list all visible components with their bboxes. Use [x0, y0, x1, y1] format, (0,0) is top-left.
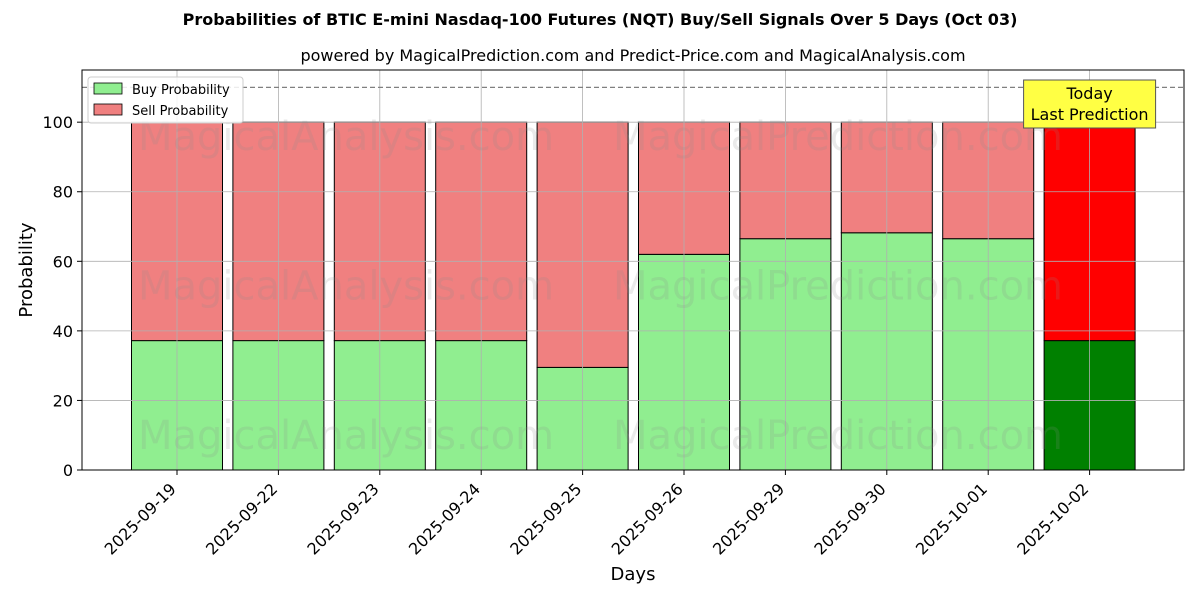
- y-tick-label: 100: [42, 113, 73, 132]
- legend-box: [87, 76, 244, 124]
- annotation-line-1: Today: [1065, 84, 1112, 103]
- x-tick-label: 2025-09-23: [303, 479, 382, 558]
- watermark-text: MagicalPrediction.com: [613, 413, 1063, 459]
- annotation-box: [1023, 79, 1157, 129]
- x-tick-label: 2025-09-25: [506, 479, 585, 558]
- x-tick-label: 2025-09-30: [810, 479, 889, 558]
- x-tick-label: 2025-09-24: [405, 479, 484, 558]
- legend-label: Buy Probability: [132, 83, 230, 98]
- legend-swatch: [93, 82, 123, 95]
- chart-subtitle: powered by MagicalPrediction.com and Pre…: [300, 46, 966, 65]
- x-tick-label: 2025-09-19: [101, 479, 180, 558]
- x-axis-label: Days: [611, 564, 656, 585]
- watermark-text: MagicalAnalysis.com: [138, 264, 554, 310]
- y-tick-label: 60: [53, 252, 73, 271]
- y-tick-label: 80: [53, 183, 73, 202]
- y-axis-label: Probability: [16, 222, 37, 317]
- watermark-text: MagicalPrediction.com: [613, 114, 1063, 160]
- y-tick-label: 40: [53, 322, 73, 341]
- chart-title: Probabilities of BTIC E-mini Nasdaq-100 …: [182, 10, 1018, 29]
- x-tick-label: 2025-09-22: [202, 479, 281, 558]
- x-tick-label: 2025-09-26: [608, 479, 687, 558]
- annotation-line-2: Last Prediction: [1031, 105, 1149, 124]
- legend-swatch: [93, 103, 123, 116]
- x-tick-label: 2025-10-02: [1013, 479, 1092, 558]
- plot-frame: [81, 69, 1185, 471]
- watermark-text: MagicalAnalysis.com: [138, 413, 554, 459]
- watermark-text: MagicalPrediction.com: [613, 264, 1063, 310]
- x-tick-label: 2025-09-29: [709, 479, 788, 558]
- y-tick-label: 0: [63, 461, 73, 480]
- x-tick-label: 2025-10-01: [912, 479, 991, 558]
- y-tick-label: 20: [53, 391, 73, 410]
- legend-label: Sell Probability: [132, 104, 229, 119]
